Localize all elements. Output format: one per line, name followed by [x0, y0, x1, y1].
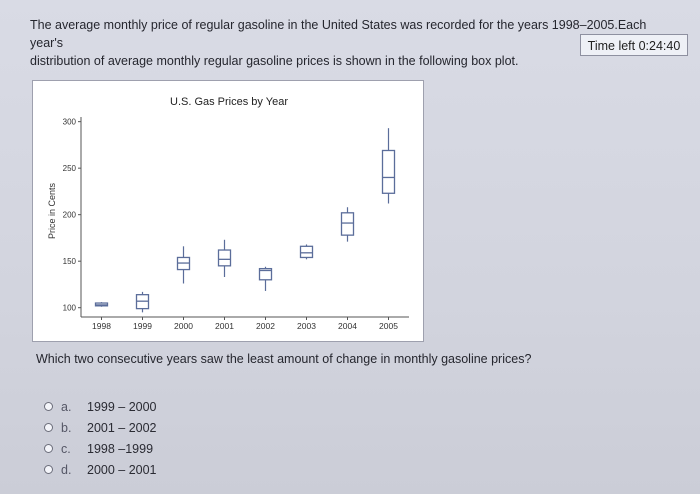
question-line-2: distribution of average monthly regular … — [30, 54, 519, 68]
y-tick-label: 150 — [63, 257, 77, 266]
question-prompt: Which two consecutive years saw the leas… — [36, 352, 532, 366]
x-tick-label: 1998 — [92, 321, 111, 331]
x-tick-label: 2000 — [174, 321, 193, 331]
chart-title: U.S. Gas Prices by Year — [170, 96, 288, 108]
y-tick-label: 250 — [63, 164, 77, 173]
option-text: 1999 – 2000 — [87, 399, 157, 414]
radio-icon[interactable] — [44, 402, 53, 411]
option-letter: b. — [61, 420, 72, 435]
option-d[interactable]: d. 2000 – 2001 — [44, 459, 157, 480]
box-iqr — [381, 149, 396, 194]
option-c[interactable]: c. 1998 –1999 — [44, 438, 157, 459]
radio-icon[interactable] — [44, 465, 53, 474]
y-tick-label: 200 — [63, 211, 77, 220]
y-axis-label: Price in Cents — [47, 182, 57, 239]
box-iqr — [217, 249, 232, 267]
radio-icon[interactable] — [44, 444, 53, 453]
timer-badge: Time left 0:24:40 — [580, 34, 688, 56]
option-letter: c. — [61, 441, 71, 456]
x-tick-label: 2003 — [297, 321, 316, 331]
question-text: The average monthly price of regular gas… — [30, 16, 680, 70]
option-letter: d. — [61, 462, 72, 477]
box-plot-svg: U.S. Gas Prices by Year Price in Cents 1… — [47, 96, 409, 331]
radio-icon[interactable] — [44, 423, 53, 432]
box-iqr — [258, 267, 273, 281]
x-tick-label: 1999 — [133, 321, 152, 331]
option-a[interactable]: a. 1999 – 2000 — [44, 396, 157, 417]
option-b[interactable]: b. 2001 – 2002 — [44, 417, 157, 438]
box-plot-chart: U.S. Gas Prices by Year Price in Cents 1… — [32, 80, 424, 342]
option-text: 2001 – 2002 — [87, 420, 157, 435]
x-tick-label: 2002 — [256, 321, 275, 331]
y-tick-label: 100 — [63, 304, 77, 313]
x-tick-label: 2004 — [338, 321, 357, 331]
plot-area: 100 150 200 250 300 1998 1999 2000 2001 2002 2003 2… — [63, 117, 409, 331]
x-tick-label: 2005 — [379, 321, 398, 331]
answer-options: a. 1999 – 2000 b. 2001 – 2002 c. 1998 –1… — [44, 396, 157, 480]
option-text: 1998 –1999 — [87, 441, 154, 456]
question-line-1: The average monthly price of regular gas… — [30, 18, 647, 50]
option-letter: a. — [61, 399, 72, 414]
box-iqr — [340, 212, 355, 236]
box-iqr — [299, 245, 314, 259]
option-text: 2000 – 2001 — [87, 462, 157, 477]
y-tick-label: 300 — [63, 118, 77, 127]
x-tick-label: 2001 — [215, 321, 234, 331]
